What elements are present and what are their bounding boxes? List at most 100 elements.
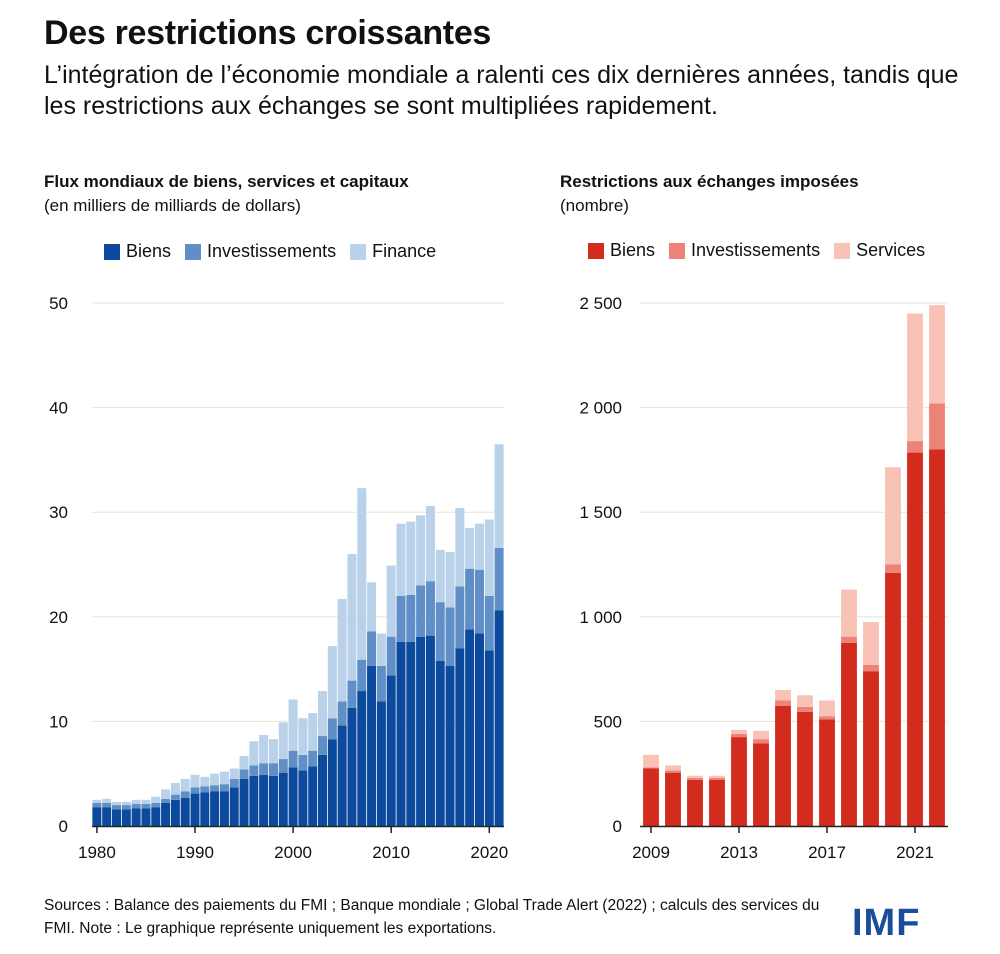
y-tick-label: 40 bbox=[49, 399, 68, 418]
bar-segment bbox=[665, 770, 681, 773]
bar-segment bbox=[797, 695, 813, 707]
legend-swatch bbox=[669, 242, 686, 259]
bar-segment bbox=[161, 802, 171, 826]
chart-subtitle: L’intégration de l’économie mondiale a r… bbox=[44, 61, 959, 120]
left-panel-unit: (en milliers de milliards de dollars) bbox=[44, 196, 301, 215]
bar-segment bbox=[239, 769, 249, 779]
right-panel-unit: (nombre) bbox=[560, 196, 629, 215]
y-tick-label: 2 000 bbox=[579, 399, 622, 418]
bar-segment bbox=[102, 807, 112, 826]
bar-segment bbox=[268, 775, 278, 826]
bar-segment bbox=[219, 791, 229, 826]
bar-segment bbox=[288, 699, 298, 751]
y-tick-label: 1 500 bbox=[579, 503, 622, 522]
bar-segment bbox=[298, 718, 308, 755]
bar-segment bbox=[347, 554, 357, 681]
bar-segment bbox=[347, 707, 357, 826]
bar-segment bbox=[775, 690, 791, 701]
bar-segment bbox=[102, 798, 112, 803]
legend-label: Services bbox=[856, 240, 926, 260]
y-tick-label: 10 bbox=[49, 712, 68, 731]
bar-segment bbox=[465, 629, 475, 826]
bar-segment bbox=[210, 773, 220, 786]
bar-segment bbox=[112, 801, 122, 806]
bar-segment bbox=[190, 787, 200, 794]
x-tick-label: 2013 bbox=[720, 843, 758, 862]
bar-segment bbox=[288, 767, 298, 826]
bar-segment bbox=[141, 799, 151, 805]
x-tick-label: 2020 bbox=[470, 843, 508, 862]
bar-segment bbox=[465, 527, 475, 569]
bar-segment bbox=[709, 779, 725, 826]
bar-segment bbox=[112, 805, 122, 810]
legend-item: Investissements bbox=[669, 240, 820, 261]
bar-segment bbox=[797, 706, 813, 712]
bar-segment bbox=[121, 801, 131, 806]
right-legend: Biens Investissements Services bbox=[588, 240, 939, 261]
bar-segment bbox=[367, 582, 377, 632]
bar-segment bbox=[180, 797, 190, 826]
bar-segment bbox=[863, 622, 879, 665]
bar-segment bbox=[190, 774, 200, 788]
legend-item: Investissements bbox=[185, 241, 336, 262]
bar-segment bbox=[396, 523, 406, 596]
bar-segment bbox=[863, 671, 879, 826]
bar-segment bbox=[318, 754, 328, 826]
bar-segment bbox=[239, 755, 249, 770]
bar-segment bbox=[863, 664, 879, 672]
bar-segment bbox=[474, 523, 484, 570]
bar-segment bbox=[396, 595, 406, 642]
bar-segment bbox=[687, 777, 703, 780]
bar-segment bbox=[753, 743, 769, 826]
legend-item: Biens bbox=[588, 240, 655, 261]
bar-segment bbox=[131, 808, 141, 826]
bar-segment bbox=[841, 642, 857, 826]
bar-segment bbox=[161, 789, 171, 799]
y-tick-label: 0 bbox=[59, 817, 68, 836]
bar-segment bbox=[229, 768, 239, 779]
bar-segment bbox=[337, 599, 347, 702]
x-tick-label: 1980 bbox=[78, 843, 116, 862]
bar-segment bbox=[112, 809, 122, 826]
bar-segment bbox=[121, 805, 131, 810]
bar-segment bbox=[425, 581, 435, 636]
bar-segment bbox=[885, 572, 901, 826]
bar-segment bbox=[151, 802, 161, 808]
bar-segment bbox=[367, 665, 377, 826]
bar-segment bbox=[494, 610, 504, 826]
bar-segment bbox=[259, 735, 269, 764]
bar-segment bbox=[170, 794, 180, 800]
bar-segment bbox=[665, 765, 681, 771]
bar-segment bbox=[376, 701, 386, 826]
bar-segment bbox=[841, 589, 857, 637]
bar-segment bbox=[731, 733, 747, 738]
bar-segment bbox=[709, 777, 725, 780]
bar-segment bbox=[347, 680, 357, 708]
bar-segment bbox=[643, 767, 659, 769]
x-tick-label: 2000 bbox=[274, 843, 312, 862]
bar-segment bbox=[337, 701, 347, 726]
bar-segment bbox=[425, 635, 435, 826]
bar-segment bbox=[200, 786, 210, 793]
bar-segment bbox=[484, 595, 494, 651]
x-tick-label: 2021 bbox=[896, 843, 934, 862]
bar-segment bbox=[474, 633, 484, 826]
right-panel-title: Restrictions aux échanges imposées bbox=[560, 172, 859, 191]
x-tick-label: 2017 bbox=[808, 843, 846, 862]
bar-segment bbox=[318, 736, 328, 755]
bar-segment bbox=[337, 725, 347, 826]
bar-segment bbox=[376, 665, 386, 702]
bar-segment bbox=[455, 648, 465, 826]
bar-segment bbox=[455, 508, 465, 587]
bar-segment bbox=[386, 675, 396, 826]
bar-segment bbox=[367, 631, 377, 666]
legend-item: Finance bbox=[350, 241, 436, 262]
chart-title: Des restrictions croissantes bbox=[44, 14, 492, 52]
bar-segment bbox=[131, 804, 141, 809]
y-tick-label: 20 bbox=[49, 608, 68, 627]
bar-segment bbox=[219, 771, 229, 785]
x-tick-label: 1990 bbox=[176, 843, 214, 862]
bar-segment bbox=[278, 722, 288, 760]
bar-segment bbox=[180, 791, 190, 798]
